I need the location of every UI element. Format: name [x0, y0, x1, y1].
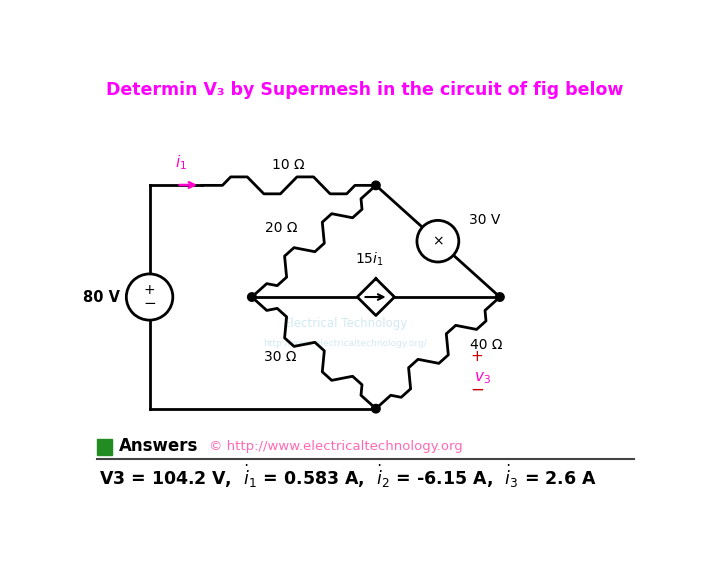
Text: +: +: [471, 349, 483, 364]
Circle shape: [126, 274, 173, 320]
Text: http://www.electricaltechnology.org/: http://www.electricaltechnology.org/: [263, 339, 427, 348]
Text: © http://www.electricaltechnology.org: © http://www.electricaltechnology.org: [209, 440, 463, 453]
Circle shape: [496, 293, 504, 301]
Circle shape: [371, 181, 380, 190]
Text: −: −: [143, 297, 156, 311]
Circle shape: [371, 404, 380, 413]
Text: $v_3$: $v_3$: [474, 370, 491, 386]
Text: +: +: [144, 283, 155, 297]
Text: 40 Ω: 40 Ω: [471, 338, 503, 352]
Circle shape: [417, 220, 458, 262]
Text: 30 V: 30 V: [469, 213, 501, 227]
Text: Electrical Technology: Electrical Technology: [283, 318, 407, 330]
Polygon shape: [357, 279, 394, 315]
Text: V3 = 104.2 V,  $\dot{i}_1$ = 0.583 A,  $\dot{i}_2$ = -6.15 A,  $\dot{i}_3$ = 2.6: V3 = 104.2 V, $\dot{i}_1$ = 0.583 A, $\d…: [99, 463, 597, 490]
Text: −: −: [471, 381, 484, 399]
Text: ×: ×: [432, 234, 443, 248]
Text: 15$i_1$: 15$i_1$: [355, 251, 384, 268]
Text: 80 V: 80 V: [83, 289, 120, 305]
Circle shape: [247, 293, 256, 301]
Text: $i_1$: $i_1$: [175, 153, 187, 172]
Text: 30 Ω: 30 Ω: [264, 350, 296, 364]
Text: Determin V₃ by Supermesh in the circuit of fig below: Determin V₃ by Supermesh in the circuit …: [106, 82, 624, 100]
Text: 20 Ω: 20 Ω: [265, 221, 297, 235]
Text: Answers: Answers: [118, 437, 198, 455]
Text: 10 Ω: 10 Ω: [272, 158, 305, 172]
Bar: [97, 440, 113, 455]
